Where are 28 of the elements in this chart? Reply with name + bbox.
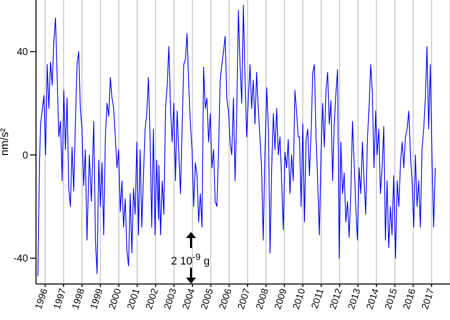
y-tick-label: 0 xyxy=(22,150,28,162)
annotation: 2 10$^{-9}$ g xyxy=(171,251,210,269)
x-tick-label: 2000 xyxy=(107,287,124,311)
x-tick-label: 1998 xyxy=(70,287,88,311)
x-tick-label: 2012 xyxy=(328,287,345,311)
x-tick-label: 2010 xyxy=(291,287,308,311)
x-tick-label: 2016 xyxy=(401,287,418,311)
y-axis-title: nm/s² xyxy=(0,128,11,156)
y-tick-label: 40 xyxy=(16,47,28,58)
x-tick-label: 2003 xyxy=(162,287,180,311)
x-tick-label: 2009 xyxy=(272,287,290,311)
x-tick-label: 2005 xyxy=(199,287,216,311)
x-tick-label: 2013 xyxy=(346,287,364,311)
y-tick-label: -40 xyxy=(14,254,28,265)
x-tick-label: 2014 xyxy=(364,287,382,311)
x-tick-label: 2007 xyxy=(236,287,253,311)
line-series xyxy=(37,4,436,277)
x-tick-label: 2008 xyxy=(254,287,272,311)
x-tick-label: 2004 xyxy=(180,287,198,311)
x-tick-label: 2011 xyxy=(310,287,326,310)
x-tick-label: 1996 xyxy=(33,287,50,311)
x-tick-label: 1999 xyxy=(88,287,106,311)
x-tick-label: 2017 xyxy=(420,287,437,311)
x-tick-label: 2015 xyxy=(383,287,400,311)
x-tick-label: 1997 xyxy=(52,287,69,311)
x-tick-label: 2006 xyxy=(217,287,234,311)
x-tick-label: 2001 xyxy=(125,287,142,311)
x-tick-label: 2002 xyxy=(144,287,161,311)
